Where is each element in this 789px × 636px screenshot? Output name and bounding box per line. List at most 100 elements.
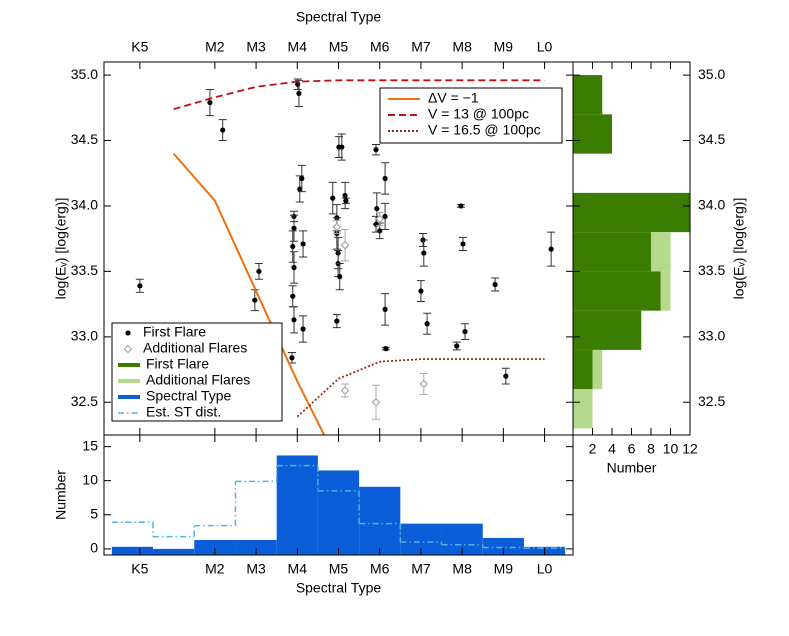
x-tick-label: L0 — [537, 39, 553, 55]
point — [492, 281, 498, 288]
y-tick-label: 34.5 — [698, 131, 725, 147]
point — [382, 175, 388, 182]
hist-bar — [573, 271, 661, 311]
point — [342, 192, 348, 199]
point — [373, 221, 379, 227]
plot-area — [135, 78, 556, 435]
point — [290, 293, 296, 299]
point — [382, 213, 388, 220]
hist-bar — [573, 389, 593, 429]
hist-bar — [194, 540, 236, 555]
x-tick-label: M6 — [370, 561, 390, 577]
legend-label: First Flare — [143, 324, 206, 340]
point — [340, 240, 350, 250]
point — [334, 318, 340, 324]
point — [291, 264, 297, 271]
x-tick-label: 8 — [647, 441, 655, 457]
point — [256, 268, 262, 275]
point — [548, 246, 554, 252]
legend-label: Additional Flares — [146, 372, 250, 388]
x-tick-label: M4 — [288, 39, 308, 55]
hist-bar — [573, 192, 690, 233]
hist-bar — [359, 486, 401, 555]
x-tick-label: M4 — [288, 561, 308, 577]
point — [252, 297, 258, 303]
legend-label: Additional Flares — [143, 340, 247, 356]
legend-label: V = 13 @ 100pc — [428, 106, 529, 122]
point — [290, 243, 296, 250]
x-tick-label: M8 — [452, 561, 472, 577]
point — [462, 329, 468, 335]
point — [503, 373, 509, 379]
x-tick-label: 10 — [663, 441, 679, 457]
hist-bar — [651, 232, 671, 272]
hist-bar — [573, 310, 642, 350]
y-tick-label: 34.0 — [698, 197, 725, 213]
y-tick-label: 33.0 — [71, 328, 98, 344]
point — [454, 343, 460, 349]
x-tick-label: K5 — [131, 561, 148, 577]
x-tick-label: M2 — [205, 561, 225, 577]
point — [375, 214, 385, 224]
point — [418, 288, 424, 294]
hist-bar — [111, 546, 154, 555]
x-tick-label: K5 — [131, 39, 148, 55]
legend-swatch — [123, 344, 133, 354]
hist-bar — [660, 271, 671, 311]
point — [377, 228, 383, 234]
x-tick-label: 4 — [608, 441, 616, 457]
point — [339, 144, 345, 150]
hist-bar — [317, 470, 360, 555]
point — [340, 386, 350, 395]
hist-bar — [482, 537, 524, 555]
plot-area — [573, 75, 690, 429]
y-tick-label: 33.5 — [71, 262, 98, 278]
x-tick-label: M9 — [494, 39, 514, 55]
y-tick-label: 35.0 — [71, 66, 98, 82]
x-tick-label: M2 — [205, 39, 225, 55]
model-line — [296, 358, 545, 418]
x-tick-label: M3 — [246, 561, 266, 577]
legend-label: Spectral Type — [146, 388, 232, 404]
x-axis-label: Spectral Type — [296, 9, 382, 25]
y-tick-label: 32.5 — [71, 393, 98, 409]
point — [374, 205, 380, 212]
point — [291, 317, 297, 323]
y-axis-label: log(Eᵥ) [log(erg)] — [731, 198, 747, 300]
point — [137, 283, 143, 289]
point — [299, 175, 305, 182]
x-axis-label: Spectral Type — [296, 580, 382, 596]
hist-bar — [573, 114, 612, 154]
x-axis-label: Number — [607, 460, 657, 476]
x-tick-label: M8 — [452, 39, 472, 55]
point — [460, 241, 466, 247]
point — [373, 147, 379, 153]
y-tick-label: 34.5 — [71, 131, 98, 147]
point — [424, 321, 430, 327]
y-tick-label: 33.5 — [698, 262, 725, 278]
hist-bar — [573, 232, 651, 272]
y-tick-label: 35.0 — [698, 66, 725, 82]
point — [330, 195, 336, 201]
x-tick-label: M9 — [494, 561, 514, 577]
point — [332, 222, 342, 232]
y-tick-label: 5 — [90, 505, 98, 521]
point — [383, 346, 389, 352]
point — [297, 186, 303, 192]
hist-bar — [592, 349, 603, 390]
x-tick-label: 2 — [589, 441, 597, 457]
point — [419, 379, 429, 389]
point — [220, 127, 226, 133]
hist-bar — [153, 548, 195, 555]
x-tick-label: L0 — [537, 561, 553, 577]
x-tick-label: M6 — [370, 39, 390, 55]
x-tick-label: M7 — [411, 561, 431, 577]
plot-area — [111, 455, 566, 555]
y-tick-label: 15 — [82, 437, 98, 453]
legend-label: ΔV = −1 — [428, 90, 479, 106]
legend-label: V = 16.5 @ 100pc — [428, 122, 541, 138]
point — [343, 198, 349, 204]
x-tick-label: M7 — [411, 39, 431, 55]
y-tick-label: 10 — [82, 471, 98, 487]
